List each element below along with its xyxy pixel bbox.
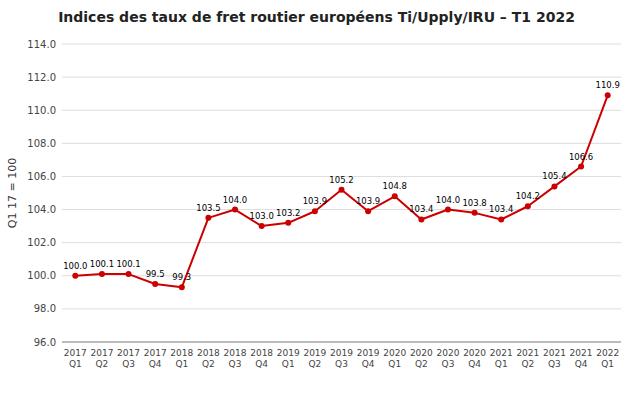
data-label: 100.1: [116, 259, 140, 269]
x-tick-label: 2017Q4: [144, 348, 167, 369]
data-label: 103.2: [276, 208, 300, 218]
x-tick-label: 2021Q4: [570, 348, 593, 369]
marker: [392, 193, 398, 199]
y-tick-label: 98.0: [34, 303, 56, 314]
marker: [179, 284, 185, 290]
x-tick-label: 2020Q3: [437, 348, 460, 369]
data-label: 103.9: [356, 196, 380, 206]
marker: [445, 207, 451, 213]
data-label: 110.9: [596, 80, 620, 90]
x-tick-label: 2018Q3: [224, 348, 247, 369]
x-tick-label: 2021Q1: [490, 348, 513, 369]
marker: [312, 208, 318, 214]
y-tick-label: 106.0: [27, 171, 56, 182]
data-label: 105.4: [542, 171, 566, 181]
data-label: 100.0: [63, 261, 87, 271]
data-label: 103.4: [409, 204, 433, 214]
x-tick-label: 2019Q2: [303, 348, 326, 369]
data-labels: 100.0100.1100.199.599.3103.5104.0103.010…: [63, 80, 620, 282]
data-label: 103.5: [196, 203, 220, 213]
marker: [126, 271, 132, 277]
data-label: 103.8: [462, 198, 486, 208]
y-tick-label: 104.0: [27, 204, 56, 215]
chart: Indices des taux de fret routier europée…: [0, 0, 633, 394]
y-axis-label: Q1 17 = 100: [6, 158, 19, 228]
marker: [365, 208, 371, 214]
grid-line: [62, 342, 621, 343]
line: [75, 95, 607, 287]
y-tick-label: 112.0: [27, 72, 56, 83]
y-tick-label: 100.0: [27, 270, 56, 281]
grid: [62, 44, 621, 342]
x-tick-label: 2017Q2: [90, 348, 113, 369]
data-label: 104.0: [223, 195, 247, 205]
data-label: 106.6: [569, 152, 593, 162]
x-tick-label: 2018Q4: [250, 348, 273, 369]
marker: [551, 183, 557, 189]
title: Indices des taux de fret routier europée…: [58, 9, 575, 25]
y-tick-label: 96.0: [34, 337, 56, 348]
marker: [418, 216, 424, 222]
marker: [472, 210, 478, 216]
marker: [605, 92, 611, 98]
x-tick-label: 2017Q1: [64, 348, 87, 369]
data-label: 103.4: [489, 204, 513, 214]
x-tick-label: 2021Q2: [516, 348, 539, 369]
y-tick-label: 114.0: [27, 39, 56, 50]
grid-line: [62, 44, 621, 45]
y-tick-label: 110.0: [27, 105, 56, 116]
data-label: 103.0: [249, 211, 273, 221]
marker: [285, 220, 291, 226]
grid-line: [62, 77, 621, 78]
marker: [259, 223, 265, 229]
data-label: 100.1: [90, 259, 114, 269]
y-tick-label: 108.0: [27, 138, 56, 149]
x-tick-label: 2021Q3: [543, 348, 566, 369]
marker: [232, 207, 238, 213]
x-tick-label: 2019Q4: [357, 348, 380, 369]
data-label: 104.0: [436, 195, 460, 205]
data-label: 105.2: [329, 175, 353, 185]
x-tick-label: 2018Q2: [197, 348, 220, 369]
x-tick-label: 2019Q3: [330, 348, 353, 369]
data-label: 104.8: [383, 181, 407, 191]
marker: [525, 203, 531, 209]
grid-line: [62, 110, 621, 111]
x-tick-label: 2022Q1: [596, 348, 619, 369]
data-label: 99.3: [172, 272, 191, 282]
x-tick-label: 2020Q4: [463, 348, 486, 369]
marker: [498, 216, 504, 222]
marker: [205, 215, 211, 221]
x-tick-label: 2020Q2: [410, 348, 433, 369]
x-tick-label: 2019Q1: [277, 348, 300, 369]
x-tick-label: 2017Q3: [117, 348, 140, 369]
x-tick-label: 2020Q1: [383, 348, 406, 369]
x-tick-label: 2018Q1: [170, 348, 193, 369]
marker: [99, 271, 105, 277]
x-axis-line: [62, 342, 621, 343]
data-label: 104.2: [516, 191, 540, 201]
y-tick-label: 102.0: [27, 237, 56, 248]
grid-line: [62, 143, 621, 144]
marker: [578, 164, 584, 170]
series: [72, 92, 610, 290]
marker: [72, 273, 78, 279]
grid-line: [62, 308, 621, 309]
data-label: 103.9: [303, 196, 327, 206]
marker: [339, 187, 345, 193]
grid-line: [62, 242, 621, 243]
data-label: 99.5: [146, 269, 165, 279]
marker: [152, 281, 158, 287]
grid-line: [62, 209, 621, 210]
